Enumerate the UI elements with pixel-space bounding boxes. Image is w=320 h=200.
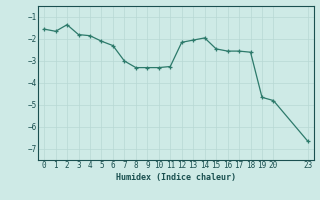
X-axis label: Humidex (Indice chaleur): Humidex (Indice chaleur) [116,173,236,182]
